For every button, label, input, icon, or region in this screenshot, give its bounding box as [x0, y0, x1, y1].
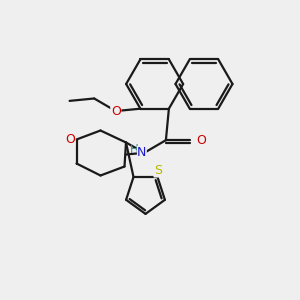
Text: H: H: [130, 143, 139, 156]
Text: O: O: [65, 133, 75, 146]
Text: O: O: [196, 134, 206, 147]
Text: O: O: [111, 105, 121, 118]
Text: N: N: [137, 146, 147, 159]
Text: S: S: [154, 164, 162, 177]
